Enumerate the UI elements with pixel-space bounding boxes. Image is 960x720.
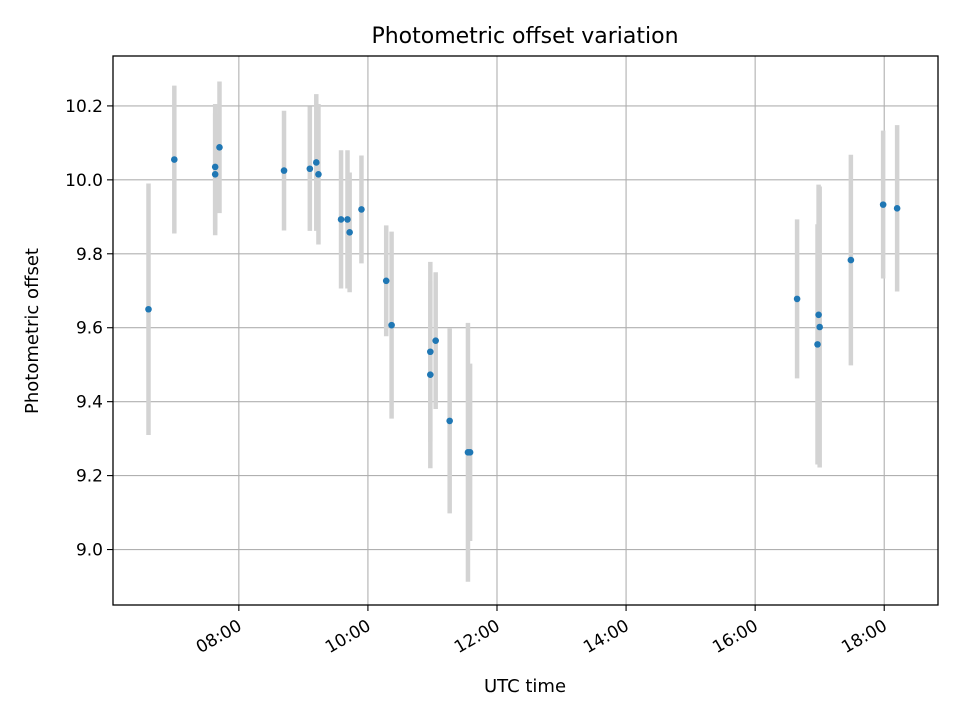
data-point xyxy=(312,159,320,166)
data-point xyxy=(280,167,288,174)
data-point xyxy=(814,341,821,348)
y-tick-label: 10.2 xyxy=(65,97,103,117)
y-axis-ticks: 9.0 9.2 9.4 9.6 9.8 10.0 10.2 xyxy=(65,97,113,561)
data-point xyxy=(346,229,353,236)
data-points xyxy=(145,144,901,456)
data-point xyxy=(211,163,219,171)
data-point xyxy=(388,321,395,329)
data-point xyxy=(427,348,434,356)
y-tick-label: 9.2 xyxy=(76,467,103,487)
plot-frame xyxy=(112,55,939,606)
data-point xyxy=(427,371,434,378)
data-point xyxy=(847,256,855,264)
data-point xyxy=(216,144,223,151)
data-point xyxy=(466,449,474,456)
chart-title: Photometric offset variation xyxy=(371,24,678,49)
y-tick-label: 9.6 xyxy=(76,319,103,339)
data-point xyxy=(382,277,390,285)
data-point xyxy=(337,216,345,223)
y-tick-label: 9.8 xyxy=(76,245,103,265)
data-point xyxy=(893,205,901,212)
data-point xyxy=(815,311,822,319)
data-point xyxy=(211,171,219,178)
y-tick-label: 9.4 xyxy=(76,393,103,413)
grid xyxy=(113,56,938,605)
y-tick-label: 10.0 xyxy=(65,171,103,191)
data-point xyxy=(306,165,314,173)
y-tick-label: 9.0 xyxy=(76,541,103,561)
data-point xyxy=(358,206,365,213)
x-axis-label: UTC time xyxy=(484,676,566,697)
y-axis-label: Photometric offset xyxy=(22,248,43,414)
data-point xyxy=(816,323,823,331)
data-point xyxy=(879,201,887,208)
data-point xyxy=(793,295,801,303)
data-point xyxy=(315,171,322,178)
data-point xyxy=(432,337,439,344)
data-point xyxy=(171,156,178,163)
data-point xyxy=(446,417,453,425)
data-point xyxy=(344,216,351,223)
data-point xyxy=(145,305,152,313)
